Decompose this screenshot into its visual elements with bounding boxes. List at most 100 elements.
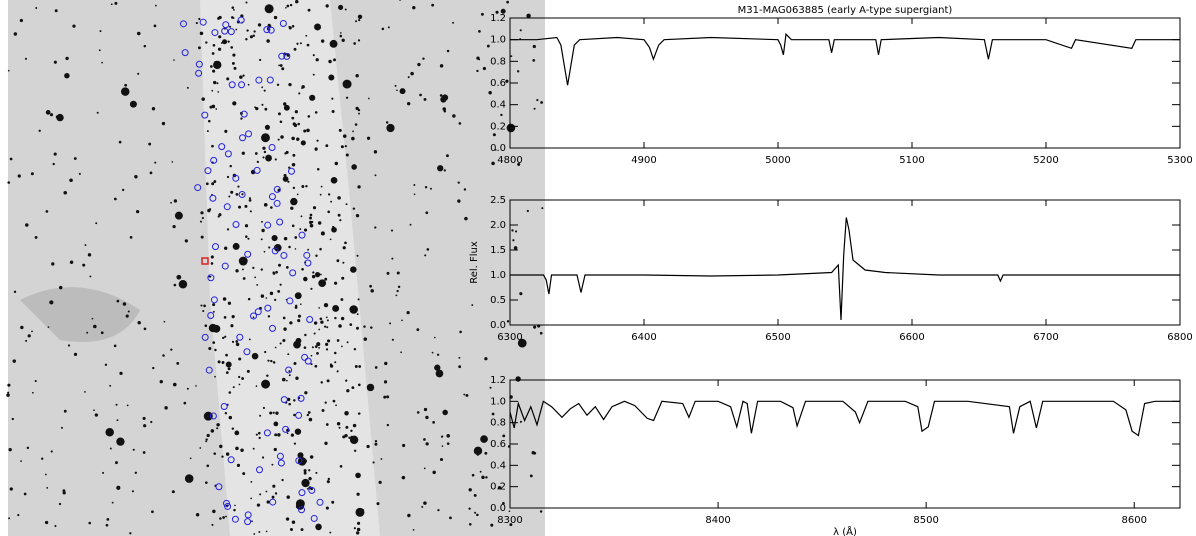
star <box>154 161 157 164</box>
star <box>52 162 55 166</box>
star <box>400 351 402 354</box>
star <box>314 271 321 278</box>
star <box>311 346 314 349</box>
star <box>203 304 206 308</box>
star <box>346 389 350 393</box>
star <box>270 206 273 209</box>
star <box>288 374 291 377</box>
target-marker <box>215 483 223 491</box>
star <box>277 263 282 267</box>
star <box>399 88 406 95</box>
target-marker <box>280 396 288 404</box>
target-marker <box>298 489 306 497</box>
spectrum-line <box>510 217 1180 321</box>
star <box>211 89 214 92</box>
star <box>246 29 249 32</box>
star <box>38 129 41 132</box>
star <box>78 172 81 175</box>
star <box>209 105 213 109</box>
star <box>242 268 244 271</box>
star <box>344 241 347 245</box>
star <box>161 121 166 126</box>
star <box>228 195 231 198</box>
target-marker <box>283 52 291 60</box>
star <box>449 516 452 520</box>
star <box>357 298 360 301</box>
star <box>151 107 156 111</box>
star <box>277 433 281 437</box>
star <box>272 484 276 488</box>
star <box>463 393 466 396</box>
star <box>232 242 240 250</box>
star <box>11 417 14 421</box>
star <box>265 530 268 533</box>
star <box>116 437 125 446</box>
star <box>227 40 230 43</box>
star <box>529 474 533 478</box>
star <box>407 513 411 518</box>
star <box>296 137 300 141</box>
star <box>88 521 92 525</box>
target-marker <box>289 269 297 277</box>
star <box>101 61 103 64</box>
star <box>506 320 510 323</box>
star <box>533 325 537 329</box>
y-tick-label: 0.0 <box>490 143 506 154</box>
star <box>56 113 64 122</box>
target-marker <box>303 251 311 259</box>
star <box>230 324 234 328</box>
star <box>211 523 214 526</box>
star <box>214 375 216 378</box>
star <box>171 161 174 163</box>
star <box>210 255 214 259</box>
target-marker <box>221 262 229 270</box>
star <box>294 428 302 435</box>
star <box>324 401 327 404</box>
star <box>306 413 310 417</box>
star <box>235 340 239 343</box>
star <box>332 399 336 403</box>
star <box>178 280 188 289</box>
star <box>431 3 435 7</box>
star <box>352 130 354 133</box>
star <box>355 20 358 23</box>
star <box>386 423 390 427</box>
star <box>285 517 290 521</box>
star <box>34 235 38 239</box>
star <box>84 391 86 393</box>
star <box>386 395 390 399</box>
star <box>325 423 329 426</box>
target-marker <box>254 308 262 316</box>
star <box>17 513 20 517</box>
star <box>122 188 125 192</box>
star <box>446 442 450 445</box>
star <box>134 175 138 179</box>
star <box>93 324 97 329</box>
x-tick-label: 5000 <box>765 155 790 166</box>
star <box>476 69 479 73</box>
star <box>212 69 216 73</box>
star <box>233 508 236 512</box>
star <box>424 186 428 189</box>
star <box>281 377 286 382</box>
star <box>321 408 325 412</box>
star <box>531 450 536 455</box>
star <box>245 235 248 238</box>
star <box>261 103 264 106</box>
target-marker <box>298 231 306 239</box>
target-marker <box>239 134 247 142</box>
star <box>219 444 223 449</box>
star <box>293 442 297 445</box>
star <box>242 277 246 280</box>
star <box>222 516 225 519</box>
star <box>105 428 114 437</box>
target-marker <box>232 174 240 182</box>
star <box>261 220 263 223</box>
star <box>325 4 329 8</box>
star <box>366 136 371 140</box>
star <box>225 452 230 456</box>
star <box>341 345 343 348</box>
star <box>342 79 352 89</box>
target-marker <box>227 28 235 36</box>
star <box>307 248 310 251</box>
